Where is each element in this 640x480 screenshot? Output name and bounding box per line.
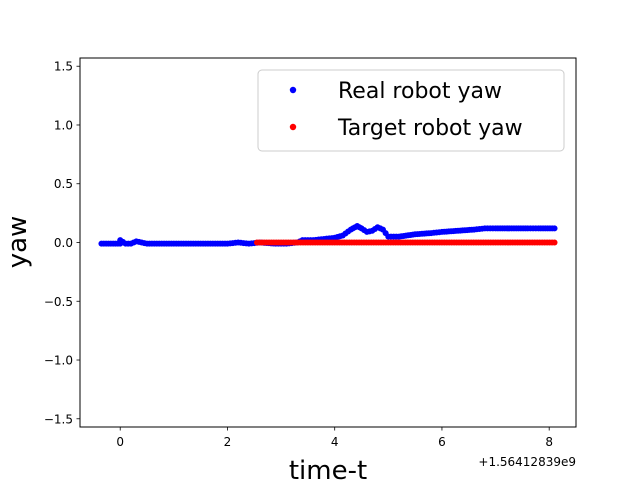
y-axis-label: yaw — [3, 216, 33, 269]
legend-box — [257, 69, 565, 152]
x-tick-label: 8 — [545, 435, 553, 449]
y-tick-label: −1.0 — [44, 354, 73, 368]
x-tick-label: 6 — [438, 435, 446, 449]
series-1 — [253, 239, 558, 246]
x-tick-label: 4 — [331, 435, 339, 449]
legend-label-target-robot-yaw: Target robot yaw — [337, 116, 523, 141]
y-tick-label: −0.5 — [44, 295, 73, 309]
data-point — [551, 239, 558, 246]
x-axis-label: time-t — [289, 456, 367, 480]
y-tick-label: 0.5 — [54, 177, 73, 191]
x-offset-label: +1.56412839e9 — [478, 455, 576, 469]
y-tick-label: 0.0 — [54, 236, 73, 250]
data-point — [551, 225, 558, 232]
y-axis-ticks: −1.5 −1.0 −0.5 0.0 0.5 1.0 1.5 — [44, 60, 80, 426]
x-axis-ticks: 0 2 4 6 8 — [116, 427, 553, 449]
y-tick-label: 1.5 — [54, 60, 73, 74]
x-tick-label: 2 — [224, 435, 232, 449]
y-tick-label: −1.5 — [44, 412, 73, 426]
legend: Real robot yaw Target robot yaw — [257, 69, 565, 152]
legend-marker-real-robot-yaw — [289, 86, 297, 94]
x-tick-label: 0 — [116, 435, 124, 449]
legend-label-real-robot-yaw: Real robot yaw — [338, 79, 502, 104]
y-tick-label: 1.0 — [54, 118, 73, 132]
legend-marker-target-robot-yaw — [289, 123, 297, 131]
data-points — [98, 223, 558, 247]
